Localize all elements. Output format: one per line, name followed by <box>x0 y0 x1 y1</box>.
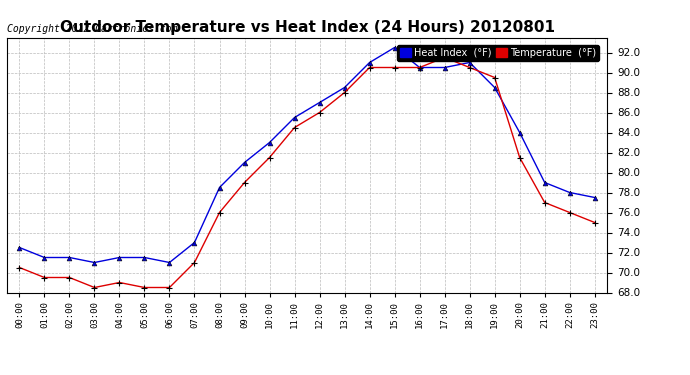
Text: Copyright 2012 Cartronics.com: Copyright 2012 Cartronics.com <box>7 24 177 34</box>
Legend: Heat Index  (°F), Temperature  (°F): Heat Index (°F), Temperature (°F) <box>397 45 600 61</box>
Title: Outdoor Temperature vs Heat Index (24 Hours) 20120801: Outdoor Temperature vs Heat Index (24 Ho… <box>59 20 555 35</box>
